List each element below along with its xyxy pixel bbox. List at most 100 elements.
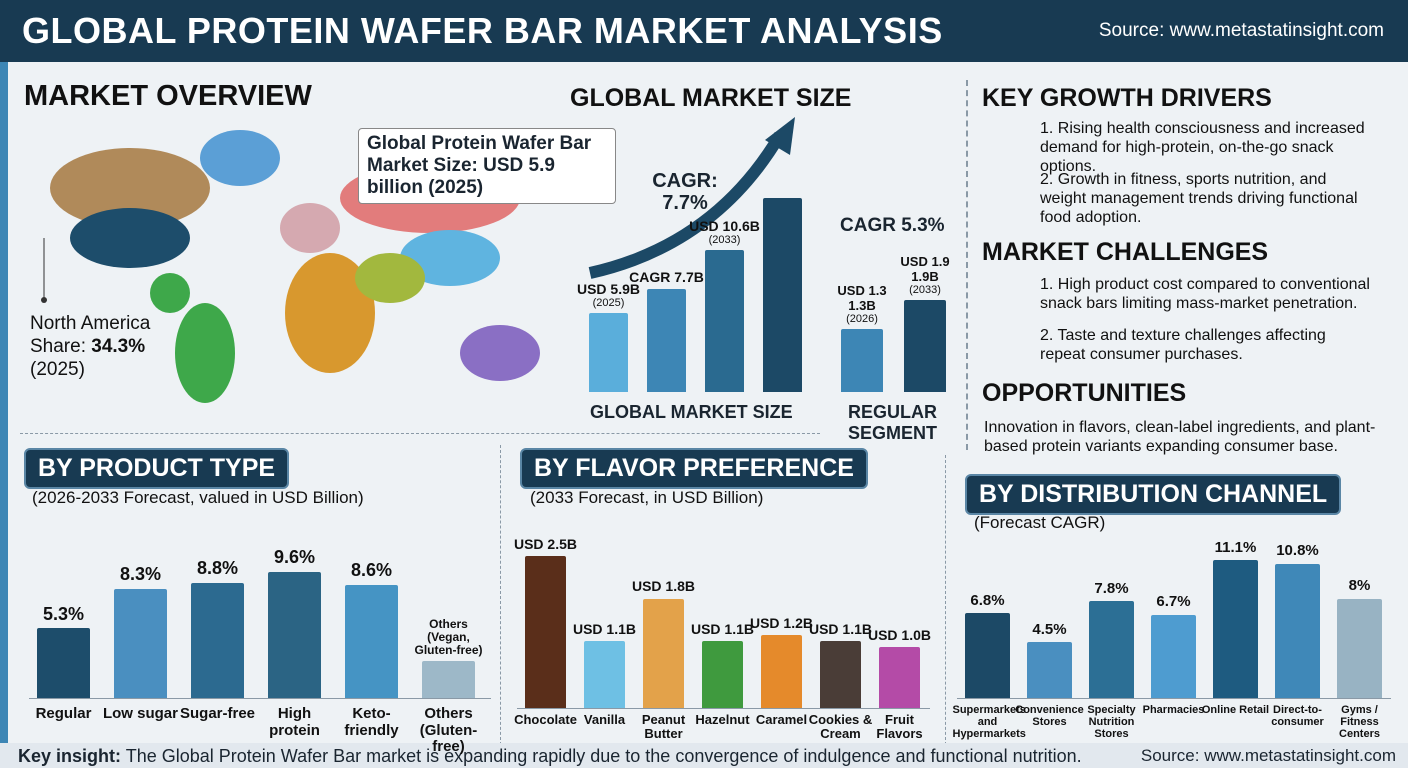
axis-line	[957, 698, 1391, 699]
x-tick-label: Pharmacies	[1142, 704, 1205, 716]
opportunities-heading: OPPORTUNITIES	[982, 379, 1187, 407]
value-label: USD 1.1B	[690, 620, 755, 637]
regular-title: REGULAR SEGMENT	[847, 402, 937, 443]
value-label: USD 1.0B	[867, 626, 932, 643]
market-size-callout: Global Protein Wafer Bar Market Size: US…	[358, 128, 616, 204]
bar	[589, 313, 628, 392]
x-tick-label: Supermarkets and Hypermarkets	[952, 704, 1026, 741]
header	[0, 0, 1408, 62]
page-title: GLOBAL PROTEIN WAFER BAR MARKET ANALYSIS	[22, 10, 943, 51]
value-label: 6.7%	[1156, 593, 1191, 611]
value-label-group: USD 10.6B (2033)	[685, 217, 765, 247]
challenges-heading: MARKET CHALLENGES	[982, 238, 1269, 266]
value-label-group: 11.1%	[1196, 538, 1276, 557]
footer	[0, 743, 1408, 768]
bar	[37, 628, 90, 698]
x-tick-label: Peanut Butter	[641, 712, 686, 742]
x-tick-label: Low sugar	[102, 705, 178, 722]
market-size-title: GLOBAL MARKET SIZE	[570, 84, 852, 112]
category-label: (2025)	[592, 296, 625, 309]
value-label: 8%	[1348, 577, 1371, 595]
value-label: USD 1.8B	[631, 578, 696, 595]
x-tick-label: Others (Gluten-free)	[419, 705, 478, 755]
value-label-group: USD 5.9B (2025)	[569, 280, 649, 309]
value-label-group: USD 1.9 1.9B (2033)	[885, 255, 965, 296]
value-label: 5.3%	[42, 603, 85, 624]
region-share: North America Share: 34.3% (2025)	[30, 312, 150, 381]
bar	[965, 613, 1010, 698]
value-label-group: USD 1.8B	[624, 578, 704, 595]
value-label-group: USD 1.2B	[742, 614, 822, 631]
channel-subtitle: (Forecast CAGR)	[974, 513, 1106, 532]
insight-label: Key insight:	[18, 746, 122, 766]
insight-text: The Global Protein Wafer Bar market is e…	[125, 746, 1082, 766]
bar	[1151, 614, 1196, 698]
bar	[820, 641, 861, 708]
x-tick-label: Direct-to-consumer	[1271, 704, 1324, 729]
world-map	[41, 130, 540, 403]
x-tick-label: Specialty Nutrition Stores	[1087, 704, 1136, 741]
x-tick-label: Chocolate	[514, 712, 577, 727]
bar	[702, 641, 743, 708]
share: 34.3%	[91, 336, 146, 357]
value-label: 8.3%	[119, 564, 162, 585]
value-label: USD 2.5B	[513, 535, 578, 552]
value-label-group: 7.8%	[1072, 579, 1152, 598]
axis-line	[517, 708, 930, 709]
value-label: CAGR 7.7B	[629, 268, 704, 285]
divider	[966, 80, 968, 450]
value-label: Others (Vegan, Gluten-free)	[414, 616, 483, 658]
x-tick-label: Regular	[35, 705, 92, 722]
value-label-group: USD 1.0B	[860, 626, 940, 643]
bar	[114, 589, 167, 698]
value-label-group: 8.3%	[101, 564, 181, 585]
value-label: 7.8%	[1094, 579, 1129, 597]
value-label: 8.8%	[196, 557, 239, 578]
x-tick-label: Keto-friendly	[344, 705, 399, 739]
value-label: USD 1.9 1.9B	[900, 254, 950, 284]
divider	[20, 433, 820, 434]
value-label-group: 8.6%	[332, 561, 412, 581]
value-label-group: USD 2.5B	[506, 535, 586, 552]
x-tick-label: Hazelnut	[695, 712, 750, 727]
share-year: (2025)	[30, 359, 85, 380]
cagr-annotation: CAGR: 7.7%	[652, 170, 718, 214]
footer-source: Source: www.metastatinsight.com	[1140, 746, 1396, 765]
value-label: USD 1.2B	[749, 614, 814, 631]
x-tick-label: Gyms / Fitness Centers	[1339, 704, 1380, 741]
accent	[0, 62, 8, 768]
regular-cagr: CAGR 5.3%	[840, 215, 945, 236]
value-label: USD 5.9B	[576, 280, 641, 297]
value-label-group: 10.8%	[1258, 543, 1338, 560]
bar	[1213, 560, 1258, 698]
driver-item: 2. Growth in fitness, sports nutrition, …	[1040, 171, 1358, 226]
bar	[705, 250, 744, 392]
x-tick-label: High protein	[269, 705, 320, 739]
challenge-item: 2. Taste and texture challenges affectin…	[1040, 327, 1326, 363]
x-tick-label: Sugar-free	[179, 705, 256, 722]
source: Source: www.metastatinsight.com	[1098, 20, 1384, 41]
bar	[879, 647, 920, 708]
share-label: Share:	[30, 336, 86, 357]
value-label: 8.6%	[350, 560, 393, 581]
value-label-group: 8%	[1320, 578, 1400, 595]
value-label-group: 8.8%	[178, 557, 258, 579]
bar	[1089, 601, 1134, 698]
overview-heading: MARKET OVERVIEW	[24, 80, 312, 112]
value-label: USD 10.6B	[689, 217, 760, 234]
value-label: 4.5%	[1032, 620, 1067, 638]
category-label: (2033)	[708, 234, 741, 247]
bar	[1337, 598, 1382, 698]
value-label: 11.1%	[1214, 538, 1257, 556]
drivers-heading: KEY GROWTH DRIVERS	[982, 84, 1272, 112]
challenge-item: 1. High product cost compared to convent…	[1040, 276, 1370, 312]
market-size-xlabel: GLOBAL MARKET SIZE	[590, 402, 793, 422]
value-label-group: USD 1.1B	[683, 620, 763, 637]
value-label-group: USD 1.3 1.3B (2026)	[822, 284, 902, 325]
axis-line	[29, 698, 491, 699]
value-label: USD 1.1B	[572, 620, 637, 637]
divider	[500, 445, 501, 745]
bar	[191, 582, 244, 698]
x-tick-label: Vanilla	[583, 712, 626, 727]
